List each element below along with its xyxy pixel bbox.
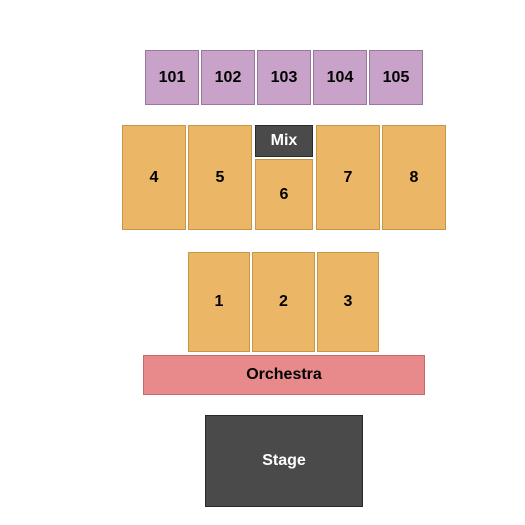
section-label: 5: [216, 169, 225, 187]
section-label: 102: [215, 69, 242, 87]
section-mix[interactable]: Mix: [255, 125, 313, 157]
section-3[interactable]: 3: [317, 252, 379, 352]
section-label: 6: [280, 186, 289, 204]
section-label: 2: [279, 293, 288, 311]
section-stage[interactable]: Stage: [205, 415, 363, 507]
section-4[interactable]: 4: [122, 125, 186, 230]
section-label: 1: [215, 293, 224, 311]
section-8[interactable]: 8: [382, 125, 446, 230]
section-101[interactable]: 101: [145, 50, 199, 105]
section-7[interactable]: 7: [316, 125, 380, 230]
section-label: 101: [159, 69, 186, 87]
section-2[interactable]: 2: [252, 252, 315, 352]
section-orchestra[interactable]: Orchestra: [143, 355, 425, 395]
section-6[interactable]: 6: [255, 159, 313, 230]
section-label: 105: [383, 69, 410, 87]
section-105[interactable]: 105: [369, 50, 423, 105]
section-103[interactable]: 103: [257, 50, 311, 105]
section-label: 8: [410, 169, 419, 187]
section-label: Stage: [262, 452, 306, 470]
section-label: 103: [271, 69, 298, 87]
section-label: 104: [327, 69, 354, 87]
section-label: 4: [150, 169, 159, 187]
seating-chart: 101 102 103 104 105 Mix 4 5 6 7 8 1 2 3 Orchestra Stage: [15, 15, 510, 510]
section-1[interactable]: 1: [188, 252, 250, 352]
section-102[interactable]: 102: [201, 50, 255, 105]
section-5[interactable]: 5: [188, 125, 252, 230]
section-label: Orchestra: [246, 366, 322, 384]
section-label: 7: [344, 169, 353, 187]
section-104[interactable]: 104: [313, 50, 367, 105]
section-label: 3: [344, 293, 353, 311]
section-label: Mix: [271, 132, 298, 150]
